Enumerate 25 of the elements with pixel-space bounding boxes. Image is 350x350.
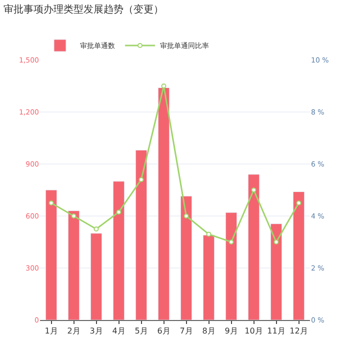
point bbox=[228, 240, 234, 244]
point bbox=[48, 200, 54, 206]
point bbox=[296, 200, 302, 206]
x-tick-label: 7月 bbox=[180, 326, 193, 336]
x-tick-label: 9月 bbox=[224, 326, 238, 336]
x-tick-label: 2月 bbox=[67, 326, 80, 336]
x-tick-label: 4月 bbox=[112, 326, 126, 336]
point bbox=[94, 226, 99, 232]
chart-title: 审批事项办理类型发展趋势（变更） bbox=[4, 3, 164, 16]
point bbox=[161, 84, 166, 88]
point bbox=[116, 210, 122, 215]
point bbox=[184, 214, 189, 218]
x-tick-label: 6月 bbox=[157, 326, 170, 336]
point bbox=[274, 240, 279, 244]
x-tick-label: 3月 bbox=[90, 326, 103, 336]
x-tick-label: 1月 bbox=[44, 326, 58, 336]
x-tick-label: 12月 bbox=[290, 326, 308, 336]
x-tick-label: 5月 bbox=[134, 326, 148, 336]
x-tick-label: 10月 bbox=[244, 326, 263, 336]
x-tick-label: 8月 bbox=[202, 326, 216, 336]
x-tick-label: 11月 bbox=[267, 326, 286, 336]
point bbox=[206, 232, 212, 237]
point bbox=[71, 214, 76, 218]
point bbox=[251, 188, 256, 192]
point bbox=[138, 177, 144, 182]
